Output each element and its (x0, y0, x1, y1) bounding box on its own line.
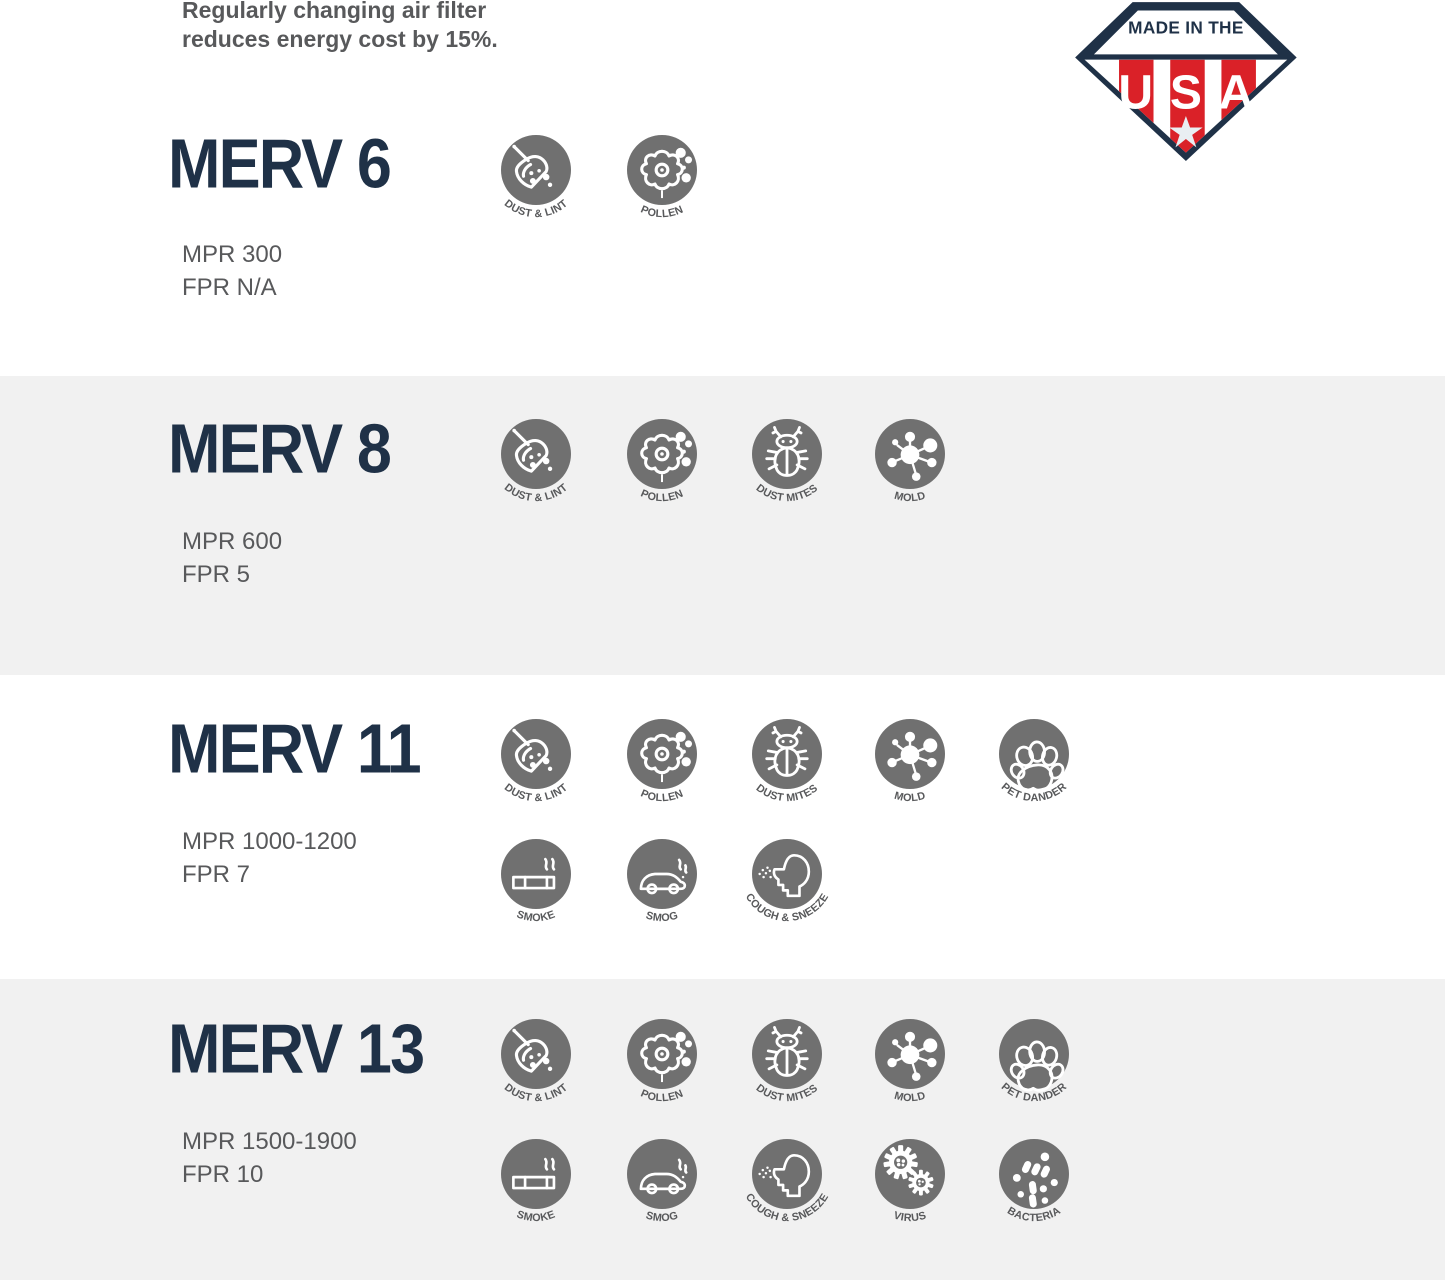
svg-text:SMOG: SMOG (644, 1210, 679, 1225)
svg-text:SMOG: SMOG (644, 910, 679, 925)
svg-text:A: A (1219, 66, 1254, 120)
svg-text:MADE IN THE: MADE IN THE (1128, 17, 1243, 37)
svg-text:POLLEN: POLLEN (639, 788, 685, 805)
svg-text:MOLD: MOLD (893, 790, 927, 805)
svg-text:POLLEN: POLLEN (639, 488, 685, 505)
svg-text:MOLD: MOLD (893, 1090, 927, 1105)
svg-text:MOLD: MOLD (893, 490, 927, 505)
svg-text:SMOKE: SMOKE (515, 1208, 557, 1224)
svg-text:POLLEN: POLLEN (639, 204, 685, 221)
svg-text:U: U (1118, 66, 1153, 120)
svg-text:SMOKE: SMOKE (515, 908, 557, 924)
svg-text:VIRUS: VIRUS (892, 1209, 928, 1224)
svg-text:S: S (1170, 66, 1202, 120)
svg-text:POLLEN: POLLEN (639, 1088, 685, 1105)
